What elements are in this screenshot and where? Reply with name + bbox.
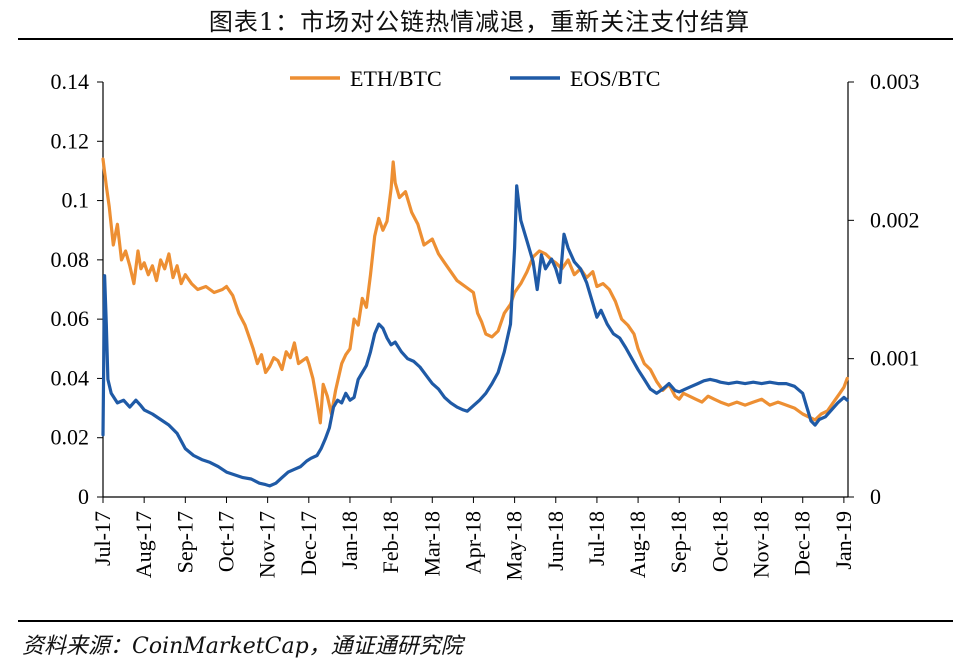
x-tick-label: Jul-17 (90, 511, 115, 566)
y-left-tick-label: 0.06 (51, 306, 90, 331)
x-tick-label: Jan-19 (831, 511, 856, 570)
chart-series (101, 157, 849, 488)
x-tick-label: Jan-18 (337, 511, 362, 570)
x-tick-label: Jul-18 (584, 511, 609, 566)
y-left-tick-label: 0.12 (51, 128, 90, 153)
chart-title: 图表1：市场对公链热情减退，重新关注支付结算 (208, 8, 751, 36)
x-tick-label: Sep-17 (172, 511, 197, 573)
chart-axes: 0 0.02 0.04 0.06 0.08 0.1 0.12 0.14 0 0.001 0.002 0… (51, 69, 920, 581)
series-line-eth-btc (101, 157, 849, 425)
x-tick-label: Dec-17 (296, 511, 321, 576)
x-tick-label: May-18 (502, 511, 527, 581)
x-tick-label: Sep-18 (666, 511, 691, 573)
y-left-tick-label: 0 (78, 484, 89, 509)
x-tick-label: Jun-18 (543, 511, 568, 571)
y-left-tick-label: 0.08 (51, 247, 90, 272)
x-tick-label: Nov-18 (749, 511, 774, 578)
x-tick-label: Dec-18 (790, 511, 815, 576)
y-right-tick-label: 0 (870, 484, 881, 509)
bottom-rule (18, 620, 953, 622)
x-tick-label: Nov-17 (255, 511, 280, 578)
y-left-tick-label: 0.04 (51, 365, 90, 390)
chart-legend: ETH/BTC EOS/BTC (290, 66, 660, 91)
legend-label: EOS/BTC (570, 66, 660, 91)
y-right-tick-label: 0.003 (870, 69, 920, 94)
y-right-tick-label: 0.002 (870, 207, 920, 232)
x-tick-label: Feb-18 (378, 511, 403, 573)
x-tick-label: Aug-18 (625, 511, 650, 578)
y-left-tick-label: 0.02 (51, 425, 90, 450)
y-left-tick-label: 0.14 (51, 69, 90, 94)
x-tick-label: Oct-18 (707, 511, 732, 572)
x-tick-label: Mar-18 (419, 511, 444, 577)
legend-label: ETH/BTC (350, 66, 442, 91)
x-tick-label: Oct-17 (213, 511, 238, 572)
source-note: 资料来源：CoinMarketCap，通证通研究院 (22, 634, 463, 659)
line-chart: 0 0.02 0.04 0.06 0.08 0.1 0.12 0.14 0 0.001 0.002 0… (51, 66, 920, 581)
series-line-eos-btc (101, 184, 849, 488)
x-tick-label: Aug-17 (131, 511, 156, 578)
y-right-tick-label: 0.001 (870, 346, 920, 371)
x-tick-label: Apr-18 (460, 511, 485, 574)
y-left-tick-label: 0.1 (62, 188, 90, 213)
top-rule (18, 38, 953, 40)
